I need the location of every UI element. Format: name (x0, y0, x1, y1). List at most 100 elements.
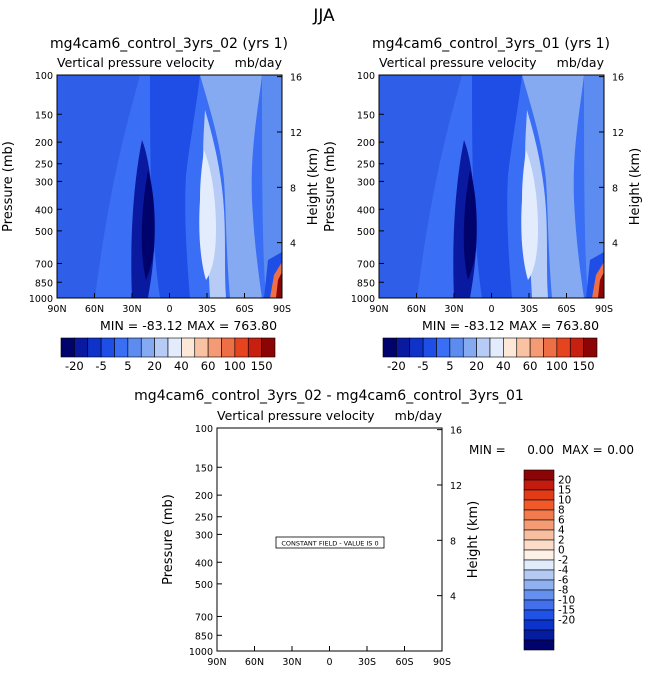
diff-ytick-label: 500 (195, 580, 213, 591)
cbar1-label: 150 (251, 359, 273, 373)
panel1-max-label: MAX = 763.80 (187, 318, 277, 333)
cbar3-swatch (523, 519, 555, 531)
cbar2-swatch (449, 337, 464, 358)
panel2-ytick-label: 400 (357, 205, 375, 216)
field-contour-sp4 (598, 272, 604, 298)
cbar2-swatch (489, 337, 504, 358)
cbar1-swatch (154, 337, 169, 358)
cbar2-swatch (516, 337, 531, 358)
panel2-ytick-label: 150 (357, 110, 375, 121)
cbar2-swatch (422, 337, 437, 358)
diff-title: mg4cam6_control_3yrs_02 - mg4cam6_contro… (134, 388, 524, 404)
field-contour-sh3 (199, 150, 216, 280)
diff-ytick-label: 250 (195, 513, 213, 524)
diff-ytick-label: 1000 (189, 647, 213, 658)
panel1-y2tick-label: 16 (290, 73, 302, 84)
diff-y2tick-label: 12 (450, 481, 462, 492)
panel1-ytick-label: 400 (35, 205, 53, 216)
cbar3-swatch (523, 559, 555, 571)
constant-note: CONSTANT FIELD - VALUE IS 0 (281, 540, 378, 548)
panel2-y2tick-label: 16 (612, 73, 624, 84)
cbar3-swatch (523, 509, 555, 521)
cbar1-swatch (100, 337, 115, 358)
diff-xtick-label: 90S (433, 657, 451, 668)
diff-xtick-label: 60S (395, 657, 413, 668)
panel2-ytick-label: 250 (357, 160, 375, 171)
cbar3-label: -10 (558, 595, 575, 607)
panel2-ytick-label: 700 (357, 259, 375, 270)
cbar1-swatch (221, 337, 236, 358)
panel2-min-label: MIN = -83.12 (422, 318, 505, 333)
cbar2-label: 40 (496, 359, 511, 373)
diff-ytick-label: 850 (195, 631, 213, 642)
field-contour-eq (150, 75, 200, 298)
panel1-ytick-label: 700 (35, 259, 53, 270)
cbar2-swatch (476, 337, 491, 358)
cbar2-label: -20 (387, 359, 406, 373)
cbar2-label: 5 (446, 359, 453, 373)
panel1-y2tick-label: 8 (290, 183, 296, 194)
panel1-ytick-label: 250 (35, 160, 53, 171)
cbar2-swatch (569, 337, 584, 358)
field-contour-sh (522, 75, 584, 298)
cbar3-label: 2 (558, 535, 565, 547)
cbar3-label: 20 (558, 475, 571, 487)
cbar1-swatch (181, 337, 196, 358)
cbar2-label: 150 (573, 359, 595, 373)
field-contour-itcz2 (141, 170, 155, 280)
cbar2-label: 20 (469, 359, 484, 373)
panel1-xtick-label: 90N (47, 304, 66, 315)
cbar1-label: -5 (95, 359, 106, 373)
cbar1-swatch (247, 337, 262, 358)
panel2-variable: Vertical pressure velocity (379, 55, 537, 70)
cbar3-swatch (523, 549, 555, 561)
diff-max-text: MAX = (562, 443, 603, 457)
cbar1-swatch (140, 337, 155, 358)
panel1-ytick-label: 1000 (29, 294, 53, 305)
cbar3-swatch (523, 569, 555, 581)
panel2-ytick-label: 100 (357, 71, 375, 82)
panel2-y2tick-label: 8 (612, 183, 618, 194)
panel2-xtick-label: 60N (407, 304, 426, 315)
field-contour-nh (379, 75, 462, 298)
cbar1-swatch (74, 337, 89, 358)
cbar3-label: -20 (558, 615, 575, 627)
cbar3-label: 8 (558, 505, 565, 517)
diff-xtick-label: 30N (282, 657, 301, 668)
panel1-ytick-label: 500 (35, 227, 53, 238)
panel2-y2tick-label: 4 (612, 239, 618, 250)
cbar3-swatch (523, 469, 555, 481)
panel1-y2tick-label: 12 (290, 128, 302, 139)
cbar1-label: 5 (124, 359, 131, 373)
panel1-xtick-label: 0 (166, 304, 172, 315)
diff-units: mb/day (395, 408, 443, 423)
cbar1-swatch (234, 337, 249, 358)
cbar2-swatch (462, 337, 477, 358)
panel2-field (379, 75, 604, 298)
season-title: JJA (312, 6, 335, 26)
constant-note-box (275, 536, 385, 549)
panel1-y2tick-label: 4 (290, 239, 296, 250)
diff-xtick-label: 90N (207, 657, 226, 668)
cbar1-swatch (87, 337, 102, 358)
diff-y2tick-label: 8 (450, 536, 456, 547)
field-contour-eq (472, 75, 522, 298)
panel1-ytick-label: 300 (35, 177, 53, 188)
panel1-title: mg4cam6_control_3yrs_02 (yrs 1) (50, 36, 288, 52)
panel1-ytick-label: 200 (35, 138, 53, 149)
field-contour-sh (200, 75, 262, 298)
cbar2-label: -5 (417, 359, 428, 373)
diff-ytick-label: 150 (195, 463, 213, 474)
panel2-ytick-label: 1000 (351, 294, 375, 305)
cbar2-swatch (409, 337, 424, 358)
cbar2-swatch (436, 337, 451, 358)
cbar3-label: -8 (558, 585, 568, 597)
cbar3-swatch (523, 619, 555, 631)
panel1-ylabel: Pressure (mb) (1, 141, 16, 232)
cbar2-swatch (543, 337, 558, 358)
panel1-variable: Vertical pressure velocity (57, 55, 215, 70)
cbar2-swatch (396, 337, 411, 358)
diff-xtick-label: 0 (326, 657, 332, 668)
field-contour-sp4 (276, 272, 282, 298)
